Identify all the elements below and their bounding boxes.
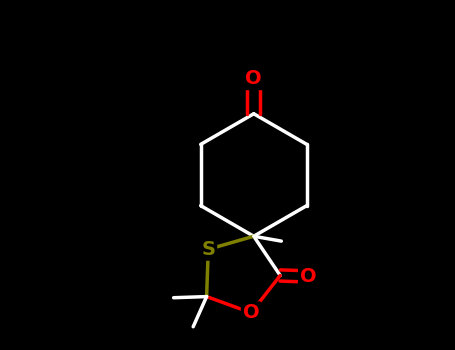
Text: O: O: [243, 303, 259, 322]
Text: O: O: [300, 267, 317, 286]
Text: S: S: [201, 240, 215, 259]
Text: O: O: [245, 69, 262, 88]
